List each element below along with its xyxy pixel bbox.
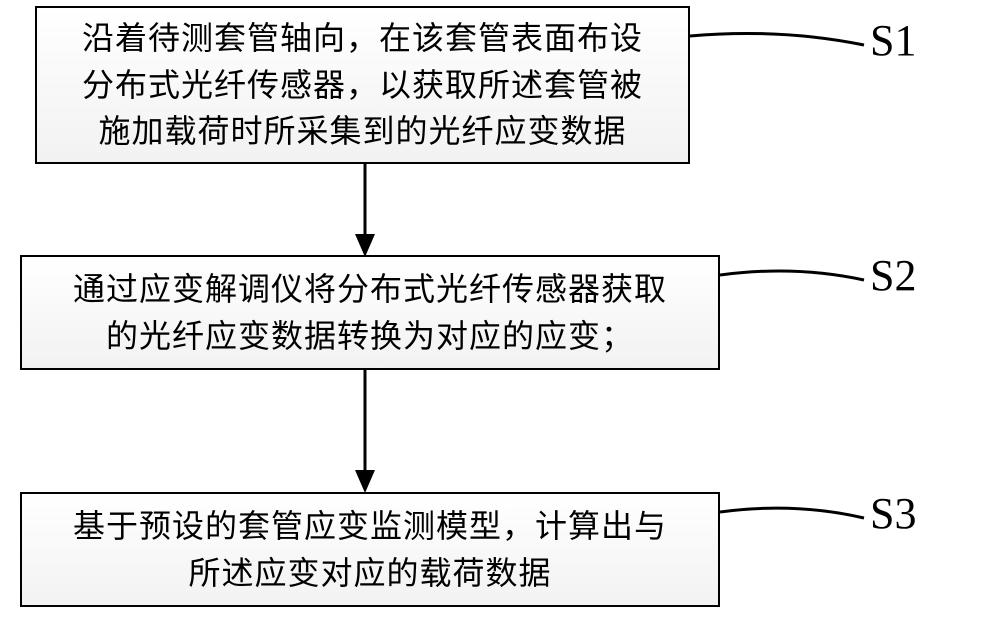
connector-s3: [720, 502, 870, 532]
flowchart-box-s1: 沿着待测套管轴向，在该套管表面布设分布式光纤传感器，以获取所述套管被施加载荷时所…: [35, 6, 690, 164]
box-s2-text: 通过应变解调仪将分布式光纤传感器获取的光纤应变数据转换为对应的应变；: [73, 266, 667, 359]
label-s2: S2: [870, 250, 916, 301]
flowchart-box-s3: 基于预设的套管应变监测模型，计算出与所述应变对应的载荷数据: [20, 492, 720, 607]
label-s3: S3: [870, 488, 916, 539]
flowchart-box-s2: 通过应变解调仪将分布式光纤传感器获取的光纤应变数据转换为对应的应变；: [20, 255, 720, 370]
connector-s1: [690, 30, 870, 60]
arrow-s1-s2: [352, 164, 378, 257]
connector-s2: [720, 265, 870, 295]
box-s1-text: 沿着待测套管轴向，在该套管表面布设分布式光纤传感器，以获取所述套管被施加载荷时所…: [82, 15, 643, 154]
label-s1: S1: [870, 15, 916, 66]
arrow-s2-s3: [352, 370, 378, 493]
flowchart-container: 沿着待测套管轴向，在该套管表面布设分布式光纤传感器，以获取所述套管被施加载荷时所…: [0, 0, 1000, 642]
box-s3-text: 基于预设的套管应变监测模型，计算出与所述应变对应的载荷数据: [73, 503, 667, 596]
